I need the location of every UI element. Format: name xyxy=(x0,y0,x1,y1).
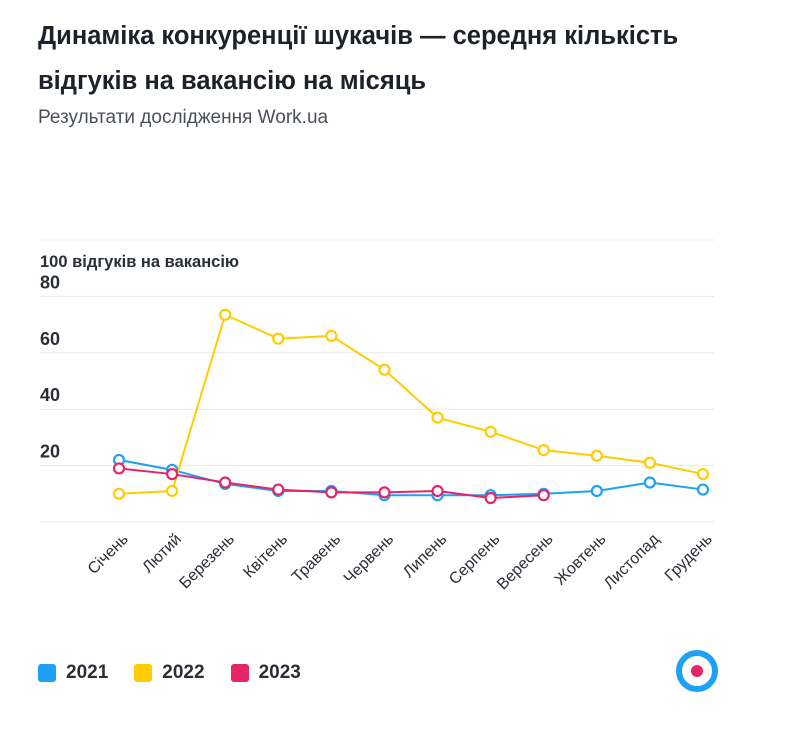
data-point-2022 xyxy=(431,411,444,424)
data-point-2021 xyxy=(590,484,603,498)
data-point-2022 xyxy=(165,484,179,498)
x-tick-label: Липень xyxy=(400,531,450,581)
series-lines xyxy=(118,313,704,500)
data-point-2023 xyxy=(537,489,550,502)
data-point-2022 xyxy=(378,363,391,376)
legend-swatch xyxy=(230,664,249,682)
series-line-2022 xyxy=(118,313,704,495)
y-tick-label: 20 xyxy=(40,442,60,462)
x-tick-label: Січень xyxy=(85,531,132,578)
y-tick-label: 60 xyxy=(40,329,60,349)
data-point-2022 xyxy=(696,467,710,481)
x-tick-label: Вересень xyxy=(494,531,557,594)
work-ua-logo-icon xyxy=(676,650,718,692)
chart-legend: 2021 2022 2023 xyxy=(38,662,327,684)
legend-label: 2023 xyxy=(258,662,301,683)
x-tick-label: Березень xyxy=(176,531,238,593)
data-point-2021 xyxy=(643,476,657,489)
chart-title: Динаміка конкуренції шукачів — середня к… xyxy=(38,22,679,95)
x-tick-label: Травень xyxy=(289,531,344,586)
x-tick-label: Квітень xyxy=(240,531,291,582)
data-point-2023 xyxy=(272,483,285,496)
data-point-2022 xyxy=(643,456,657,469)
y-top-tick-label: 100 відгуків на вакансію xyxy=(40,253,239,271)
legend-swatch xyxy=(134,664,153,682)
data-point-2023 xyxy=(378,486,391,499)
data-point-2022 xyxy=(272,332,285,345)
data-point-2022 xyxy=(112,487,126,500)
data-point-2022 xyxy=(537,443,550,457)
legend-item-2022: 2022 xyxy=(134,662,205,684)
data-point-2022 xyxy=(590,449,603,462)
legend-label: 2021 xyxy=(66,662,109,683)
data-point-2023 xyxy=(484,491,497,505)
legend-label: 2022 xyxy=(162,662,205,683)
legend-item-2023: 2023 xyxy=(230,662,301,684)
x-tick-label: Листопад xyxy=(601,530,663,592)
data-point-2022 xyxy=(325,329,338,342)
x-tick-label: Лютий xyxy=(139,531,185,577)
y-tick-label: 40 xyxy=(40,385,60,405)
data-point-2023 xyxy=(112,462,126,475)
data-point-2022 xyxy=(484,425,497,438)
data-point-2023 xyxy=(431,484,444,498)
x-tick-label: Червень xyxy=(341,531,397,587)
series-points xyxy=(112,308,710,505)
legend-swatch xyxy=(38,664,56,682)
data-point-2021 xyxy=(696,483,710,496)
grid-lines xyxy=(40,239,714,523)
data-point-2023 xyxy=(165,467,179,481)
data-point-2023 xyxy=(325,486,338,499)
data-point-2023 xyxy=(219,476,232,489)
legend-item-2021: 2021 xyxy=(38,662,108,684)
chart-subtitle: Результати дослідження Work.ua xyxy=(38,107,329,128)
x-tick-label: Грудень xyxy=(662,531,716,585)
y-tick-label: 80 xyxy=(40,272,60,292)
data-point-2022 xyxy=(219,308,232,321)
